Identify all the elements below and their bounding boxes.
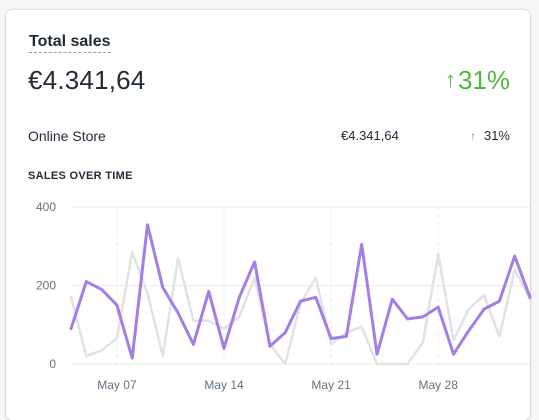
x-tick-label: May 07 bbox=[97, 378, 137, 392]
section-title: SALES OVER TIME bbox=[28, 170, 133, 182]
x-tick-label: May 28 bbox=[419, 378, 459, 392]
breakdown-row: Online Store €4.341,64 ↑ 31% bbox=[28, 128, 512, 146]
previous-period-line bbox=[69, 250, 532, 366]
total-change: ↑ 31% bbox=[445, 65, 510, 96]
arrow-up-icon: ↑ bbox=[469, 128, 476, 143]
current-period-line bbox=[69, 223, 532, 360]
arrow-up-icon: ↑ bbox=[444, 66, 456, 92]
y-tick-label: 200 bbox=[36, 279, 56, 293]
card-title[interactable]: Total sales bbox=[29, 33, 111, 53]
breakdown-change: ↑ 31% bbox=[470, 128, 510, 143]
sales-chart: 0 200 400 May 07 May 14 May 21 May 28 bbox=[36, 200, 532, 392]
y-tick-label: 0 bbox=[49, 357, 56, 371]
breakdown-label: Online Store bbox=[28, 128, 106, 144]
breakdown-value: €4.341,64 bbox=[341, 128, 399, 143]
breakdown-change-value: 31% bbox=[483, 128, 510, 143]
x-tick-label: May 14 bbox=[204, 378, 244, 392]
total-change-value: 31% bbox=[457, 65, 510, 95]
total-sales-card: Total sales €4.341,64 ↑ 31% Online Store… bbox=[6, 10, 530, 420]
total-sales-value: €4.341,64 bbox=[28, 65, 146, 95]
x-tick-label: May 21 bbox=[311, 378, 351, 392]
y-tick-label: 400 bbox=[36, 200, 56, 214]
